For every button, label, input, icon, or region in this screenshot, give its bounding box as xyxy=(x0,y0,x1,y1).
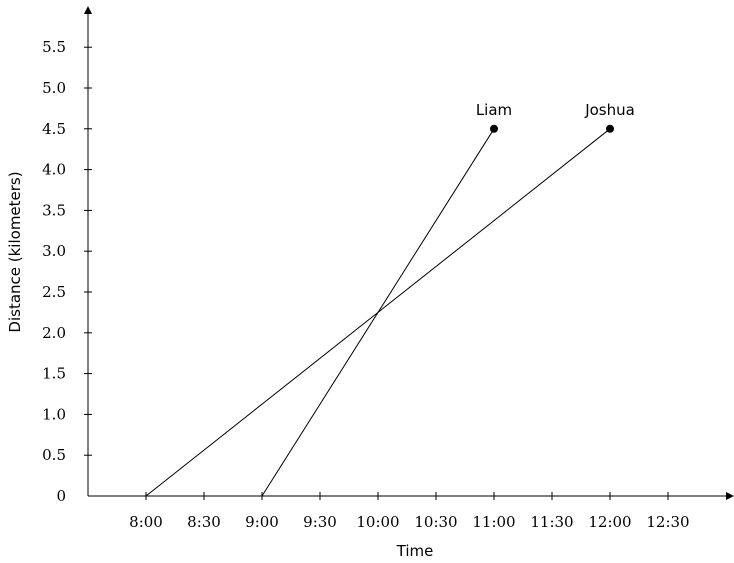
series-group: Liam Joshua xyxy=(145,101,635,497)
series-line-joshua xyxy=(145,128,611,497)
x-tick-label: 8:30 xyxy=(187,513,221,531)
y-tick-label: 1.0 xyxy=(42,405,66,423)
x-tick-label: 11:00 xyxy=(472,513,515,531)
series-end-point-liam xyxy=(490,124,498,133)
x-tick-label: 10:00 xyxy=(356,513,399,531)
x-tick-label: 8:00 xyxy=(129,513,163,531)
x-axis xyxy=(88,492,734,500)
series-label-joshua: Joshua xyxy=(584,101,635,119)
x-axis-title: Time xyxy=(396,542,434,560)
y-tick-label: 4.5 xyxy=(42,120,66,138)
y-axis xyxy=(84,6,92,496)
x-tick-label: 12:30 xyxy=(646,513,689,531)
y-tick-label: 2.5 xyxy=(42,283,66,301)
series-end-point-joshua xyxy=(606,124,614,133)
y-tick-label: 3.0 xyxy=(42,242,66,260)
x-tick-label: 10:30 xyxy=(414,513,457,531)
y-tick-label: 2.0 xyxy=(42,324,66,342)
y-ticks: 0 0.5 1.0 1.5 2.0 2.5 3.0 3.5 4.0 4.5 5.0 5.5 xyxy=(42,38,92,505)
x-axis-arrow xyxy=(726,492,734,500)
y-axis-title: Distance (kilometers) xyxy=(6,171,24,332)
y-tick-label: 4.0 xyxy=(42,161,66,179)
x-tick-label: 12:00 xyxy=(588,513,631,531)
series-label-liam: Liam xyxy=(476,101,512,119)
y-axis-arrow xyxy=(84,6,92,14)
y-tick-label: 1.5 xyxy=(42,365,66,383)
y-tick-label: 0 xyxy=(56,487,66,505)
y-tick-label: 5.0 xyxy=(42,79,66,97)
x-tick-label: 11:30 xyxy=(530,513,573,531)
y-tick-label: 0.5 xyxy=(42,446,66,464)
x-tick-label: 9:30 xyxy=(303,513,337,531)
x-tick-label: 9:00 xyxy=(245,513,279,531)
y-tick-label: 5.5 xyxy=(42,38,66,56)
x-ticks: 8:00 8:30 9:00 9:30 10:00 10:30 11:00 11:30 12:0… xyxy=(129,492,690,531)
y-tick-label: 3.5 xyxy=(42,201,66,219)
